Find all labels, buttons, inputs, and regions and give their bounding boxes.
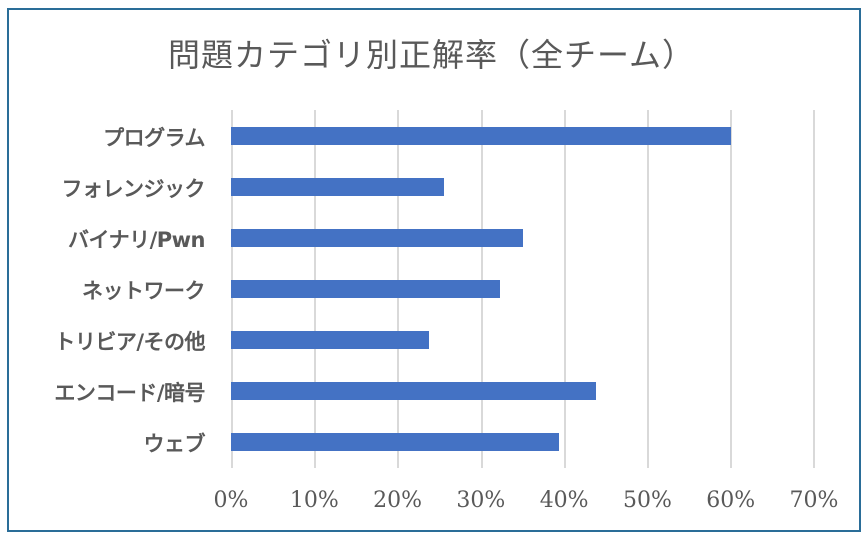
bar bbox=[231, 178, 445, 196]
gridline-60 bbox=[730, 110, 732, 468]
gridline-70 bbox=[813, 110, 815, 468]
x-tick-label: 50% bbox=[622, 488, 672, 513]
gridline-40 bbox=[564, 110, 566, 468]
category-label: プログラム bbox=[103, 126, 205, 150]
x-tick-label: 20% bbox=[373, 488, 423, 513]
x-tick-label: 30% bbox=[456, 488, 506, 513]
x-tick-label: 60% bbox=[706, 488, 756, 513]
plot-area bbox=[231, 110, 815, 468]
x-tick-label: 70% bbox=[789, 488, 839, 513]
category-label: フォレンジック bbox=[61, 177, 206, 201]
bar bbox=[231, 331, 430, 349]
category-label: トリビア/その他 bbox=[54, 330, 205, 354]
bar bbox=[231, 433, 560, 451]
x-tick-label: 0% bbox=[213, 488, 249, 513]
bar bbox=[231, 127, 731, 145]
bar bbox=[231, 280, 500, 298]
x-tick-label: 10% bbox=[289, 488, 339, 513]
category-label: ネットワーク bbox=[82, 279, 206, 303]
chart-title: 問題カテゴリ別正解率（全チーム） bbox=[167, 36, 696, 74]
category-label: エンコード/暗号 bbox=[54, 381, 205, 405]
bar bbox=[231, 382, 596, 400]
category-label: バイナリ/Pwn bbox=[68, 228, 206, 252]
category-label: ウェブ bbox=[143, 432, 206, 456]
gridline-50 bbox=[647, 110, 649, 468]
x-tick-label: 40% bbox=[539, 488, 589, 513]
bar bbox=[231, 229, 524, 247]
